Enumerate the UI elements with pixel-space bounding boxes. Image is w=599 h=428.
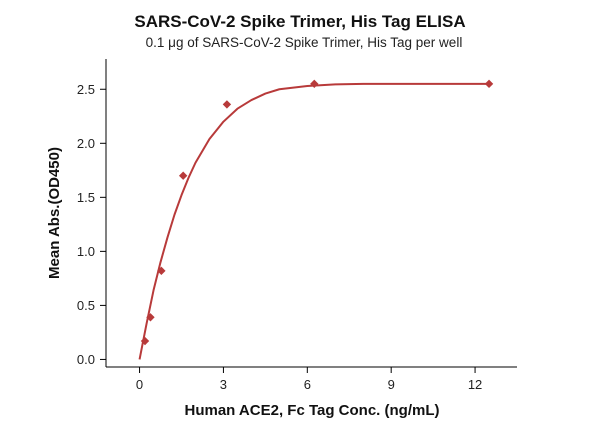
chart-subtitle: 0.1 μg of SARS-CoV-2 Spike Trimer, His T… (146, 35, 463, 50)
x-tick-label: 12 (468, 377, 482, 392)
y-tick-label: 1.0 (77, 244, 95, 259)
y-tick-label: 0.5 (77, 298, 95, 313)
data-point (222, 100, 232, 109)
chart-title: SARS-CoV-2 Spike Trimer, His Tag ELISA (134, 12, 465, 31)
y-tick-label: 2.0 (77, 136, 95, 151)
y-tick-label: 1.5 (77, 190, 95, 205)
x-tick-label: 0 (136, 377, 143, 392)
x-tick-label: 3 (220, 377, 227, 392)
data-point (484, 79, 494, 89)
data-point (310, 79, 319, 89)
data-points (140, 79, 494, 346)
y-tick-label: 2.5 (77, 82, 95, 97)
data-point (178, 171, 188, 180)
y-axis-ticks: 0.0 0.5 1.0 1.5 2.0 2.5 (77, 82, 106, 367)
x-tick-label: 9 (388, 377, 395, 392)
fit-curve (138, 82, 490, 360)
x-axis-label: Human ACE2, Fc Tag Conc. (ng/mL) (184, 402, 439, 419)
y-axis-label: Mean Abs.(OD450) (46, 147, 63, 279)
x-tick-label: 6 (304, 377, 311, 392)
y-tick-label: 0.0 (77, 352, 95, 367)
x-axis-ticks: 0 3 6 9 12 (136, 367, 482, 392)
data-point (140, 336, 150, 346)
data-point (146, 313, 155, 322)
data-point (157, 266, 166, 276)
